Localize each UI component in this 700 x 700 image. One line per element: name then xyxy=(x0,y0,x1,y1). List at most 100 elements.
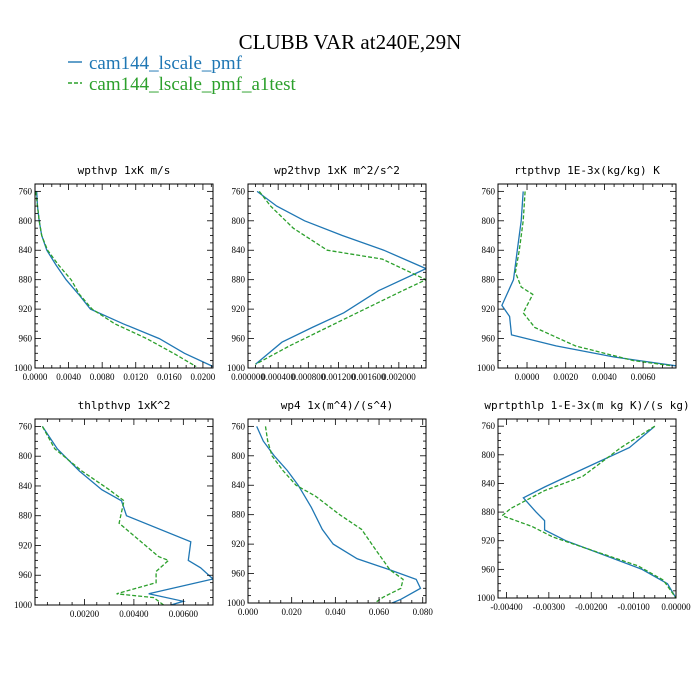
y-tick-label: 920 xyxy=(19,540,33,550)
y-tick-label: 800 xyxy=(19,216,33,226)
y-tick-label: 840 xyxy=(482,245,496,255)
x-tick-label: 0.040 xyxy=(325,607,346,617)
y-tick-label: 920 xyxy=(482,304,496,314)
y-tick-label: 880 xyxy=(232,275,246,285)
plot-frame xyxy=(247,183,427,369)
y-tick-label: 1000 xyxy=(227,598,246,608)
series-line-2 xyxy=(41,426,170,605)
x-tick-label: 0.00600 xyxy=(169,609,199,619)
x-tick-label: 0.060 xyxy=(369,607,390,617)
x-tick-label: 0.001600 xyxy=(352,372,386,382)
y-tick-label: 960 xyxy=(482,564,496,574)
series-line-1 xyxy=(36,191,213,368)
y-tick-label: 800 xyxy=(19,451,33,461)
y-tick-label: 840 xyxy=(19,481,33,491)
series-line-1 xyxy=(255,190,426,365)
panel-3: rtpthvp 1E-3x(kg/kg) K 760 800 840 880 920 960… xyxy=(477,164,677,382)
y-tick-label: 960 xyxy=(482,334,496,344)
figure-title: CLUBB VAR at240E,29N xyxy=(239,30,462,54)
series-line-1 xyxy=(501,191,676,367)
series-line-2 xyxy=(35,191,197,368)
x-tick-label: 0.001200 xyxy=(322,372,356,382)
panel-title: rtpthvp 1E-3x(kg/kg) K xyxy=(514,164,660,177)
x-tick-label: 0.0000 xyxy=(23,372,48,382)
y-tick-label: 960 xyxy=(232,334,246,344)
x-tick-label: -0.00200 xyxy=(575,602,608,612)
y-tick-label: 760 xyxy=(19,186,33,196)
x-tick-label: 0.0020 xyxy=(553,372,578,382)
y-tick-label: 1000 xyxy=(14,363,33,373)
y-tick-label: 760 xyxy=(482,186,496,196)
panel-title: wp2thvp 1xK m^2/s^2 xyxy=(274,164,400,177)
panel-5: wp4 1x(m^4)/(s^4)76080084088092096010000… xyxy=(227,399,433,617)
y-tick-label: 1000 xyxy=(14,600,33,610)
panel-1: wpthvp 1xK m/s76080084088092096010000.00… xyxy=(14,164,216,382)
panel-title: thlpthvp 1xK^2 xyxy=(78,399,171,412)
x-tick-label: 0.0060 xyxy=(631,372,656,382)
y-tick-label: 800 xyxy=(482,450,496,460)
x-tick-label: 0.000 xyxy=(238,607,259,617)
y-tick-label: 760 xyxy=(232,186,246,196)
series-line-2 xyxy=(264,426,404,603)
x-tick-label: 0.0200 xyxy=(191,372,216,382)
y-tick-label: 920 xyxy=(19,304,33,314)
y-tick-label: 1000 xyxy=(227,363,246,373)
panel-title: wp4 1x(m^4)/(s^4) xyxy=(281,399,394,412)
y-tick-label: 960 xyxy=(19,570,33,580)
y-tick-label: 880 xyxy=(482,507,496,517)
x-tick-label: -0.00100 xyxy=(617,602,650,612)
series-line-2 xyxy=(514,191,673,367)
x-tick-label: 0.0000 xyxy=(515,372,540,382)
series-line-2 xyxy=(255,191,426,365)
x-tick-label: 0.0040 xyxy=(56,372,81,382)
plot-frame xyxy=(497,183,677,369)
y-tick-label: 760 xyxy=(482,421,496,431)
y-tick-label: 840 xyxy=(232,245,246,255)
x-tick-label: 0.00200 xyxy=(70,609,100,619)
y-tick-label: 960 xyxy=(19,334,33,344)
x-tick-label: 0.000800 xyxy=(291,372,325,382)
y-tick-label: 880 xyxy=(19,275,33,285)
plot-frame xyxy=(34,418,214,606)
legend-label-2: cam144_lscale_pmf_a1test xyxy=(89,74,297,95)
panel-6: wprtpthlp 1-E-3x(m kg K)/(s kg) 760 800 840… xyxy=(477,399,691,612)
x-tick-label: 0.00000 xyxy=(661,602,691,612)
legend: cam144_lscale_pmf cam144_lscale_pmf_a1te… xyxy=(68,53,297,95)
y-tick-label: 920 xyxy=(232,539,246,549)
y-tick-label: 800 xyxy=(232,216,246,226)
y-tick-label: 840 xyxy=(482,478,496,488)
plot-frame xyxy=(34,183,214,369)
y-tick-label: 840 xyxy=(19,245,33,255)
y-tick-label: 920 xyxy=(232,304,246,314)
y-tick-label: 1000 xyxy=(477,593,496,603)
x-tick-label: 0.020 xyxy=(282,607,303,617)
y-tick-label: 840 xyxy=(232,480,246,490)
y-tick-label: 880 xyxy=(19,511,33,521)
y-tick-label: 920 xyxy=(482,536,496,546)
x-tick-label: 0.080 xyxy=(413,607,434,617)
y-tick-label: 880 xyxy=(482,275,496,285)
y-tick-label: 760 xyxy=(19,421,33,431)
x-tick-label: -0.00300 xyxy=(533,602,566,612)
y-tick-label: 760 xyxy=(232,421,246,431)
series-line-1 xyxy=(256,426,422,603)
panel-2: wp2thvp 1xK m^2/s^2 760 800 840 880 920 960 100… xyxy=(227,164,427,382)
x-tick-label: 0.00400 xyxy=(119,609,149,619)
legend-label-1: cam144_lscale_pmf xyxy=(89,53,243,74)
x-tick-label: 0.0040 xyxy=(592,372,617,382)
x-tick-label: 0.000000 xyxy=(231,372,265,382)
series-line-2 xyxy=(500,425,676,598)
x-tick-label: 0.002000 xyxy=(382,372,416,382)
panel-title: wpthvp 1xK m/s xyxy=(78,164,171,177)
series-line-1 xyxy=(41,426,213,605)
x-tick-label: 0.0080 xyxy=(90,372,115,382)
panel-title: wprtpthlp 1-E-3x(m kg K)/(s kg) xyxy=(484,399,689,412)
plot-frame xyxy=(497,418,677,599)
panels: wpthvp 1xK m/s76080084088092096010000.00… xyxy=(14,164,691,619)
y-tick-label: 960 xyxy=(232,569,246,579)
x-tick-label: 0.000400 xyxy=(261,372,295,382)
y-tick-label: 1000 xyxy=(477,363,496,373)
plot-frame xyxy=(247,418,427,604)
y-tick-label: 880 xyxy=(232,510,246,520)
